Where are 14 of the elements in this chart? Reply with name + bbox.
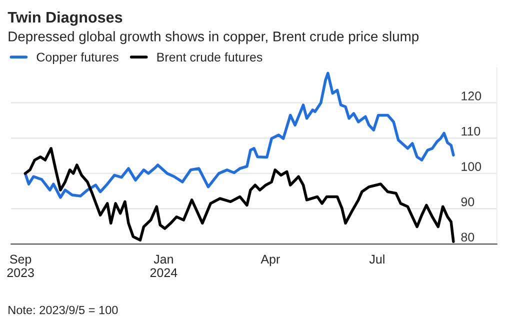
x-tick-label: Apr xyxy=(260,254,280,266)
x-tick-label: Jan 2024 xyxy=(150,254,178,278)
x-tick-label: Jul xyxy=(369,254,384,264)
text: Note: 2023/9/5 = 100 xyxy=(8,306,118,314)
y-tick-label: 110 xyxy=(462,126,480,136)
legend-label: Copper futures xyxy=(36,52,118,64)
legend-label: Brent crude futures xyxy=(157,52,262,62)
y-tick-label: 90 xyxy=(461,197,474,206)
y-tick-label: 80 xyxy=(461,232,474,242)
chart-title: Twin Diagnoses xyxy=(8,11,122,26)
y-tick-label: 120 xyxy=(462,92,482,100)
y-tick-label: 100 xyxy=(462,162,482,171)
chart-subtitle: Depressed global growth shows in copper, Brent crude price slump xyxy=(8,31,419,44)
x-tick-label: Sep 2023 xyxy=(7,254,34,278)
